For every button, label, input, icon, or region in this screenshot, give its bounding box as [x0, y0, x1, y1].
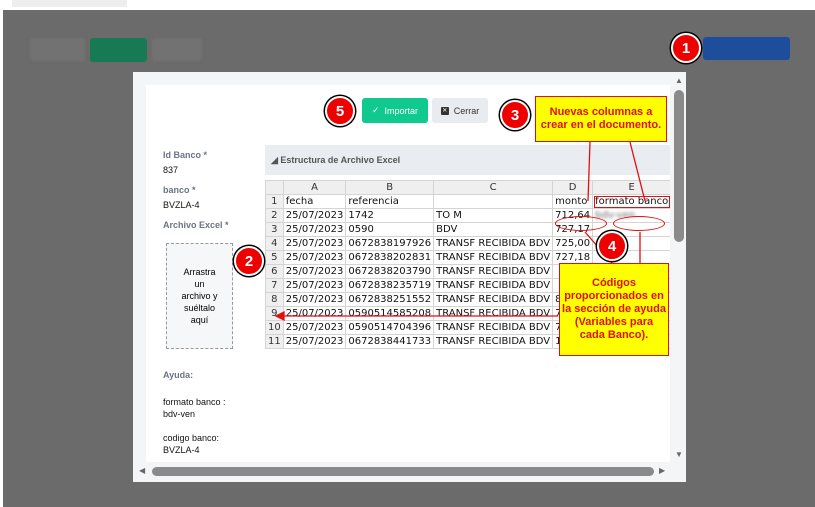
- check-icon: ✓: [371, 105, 380, 115]
- ayuda-label: Ayuda:: [163, 370, 194, 380]
- banco-label: banco *: [163, 185, 196, 195]
- import-label: Importar: [384, 105, 419, 116]
- corner-cell: [265, 180, 284, 195]
- column-header-row: ABCDEF: [265, 180, 670, 195]
- section-header: ◢ Estructura de Archivo Excel: [265, 145, 670, 175]
- banco-value: BVZLA-4: [163, 200, 200, 210]
- row-number: 3: [265, 222, 284, 237]
- background-new-button: [90, 38, 147, 62]
- column-header: C: [433, 180, 554, 195]
- browser-tab[interactable]: [12, 0, 127, 7]
- step-badge-4: 4: [597, 231, 627, 261]
- import-button[interactable]: ✓ Importar: [362, 98, 428, 123]
- id-banco-label: Id Banco *: [163, 150, 208, 160]
- row-number: 7: [265, 278, 284, 293]
- step-badge-1: 1: [671, 33, 701, 63]
- archivo-label: Archivo Excel *: [163, 220, 229, 230]
- background-save-button: [152, 38, 202, 61]
- highlight-ellipse-formato: [555, 216, 607, 231]
- id-banco-value: 837: [163, 165, 179, 175]
- step-badge-5: 5: [325, 96, 355, 126]
- row-number: 11: [265, 334, 284, 349]
- close-icon: ✕: [440, 106, 449, 115]
- table-row: 4 25/07/2023 0672838197926 TRANSF RECIBIDA …: [265, 236, 670, 251]
- horizontal-scrollbar[interactable]: [152, 467, 654, 476]
- vertical-scrollbar[interactable]: [674, 90, 684, 242]
- column-header: B: [345, 180, 435, 195]
- step-badge-3: 3: [500, 100, 530, 130]
- table-cell: TRANSF RECIBIDA BDV: [433, 334, 554, 349]
- ayuda-codigo: codigo banco: BVZLA-4: [163, 433, 220, 455]
- highlight-ellipse-codigo: [613, 216, 665, 231]
- close-label: Cerrar: [453, 105, 480, 116]
- row-number: 5: [265, 250, 284, 265]
- ayuda-formato: formato banco : bdv-ven: [163, 397, 226, 419]
- scroll-up-arrow[interactable]: ▲: [675, 76, 683, 85]
- row-number: 2: [265, 208, 284, 223]
- top-bar: [0, 0, 815, 10]
- scroll-down-arrow[interactable]: ▼: [675, 450, 683, 459]
- dropzone-text: Arrastra un archivo y suéltalo aquí: [181, 267, 218, 325]
- section-title: Estructura de Archivo Excel: [280, 155, 401, 165]
- column-header: E: [592, 180, 670, 195]
- caret-icon: ◢: [271, 155, 281, 165]
- callout-new-columns: Nuevas columnas a crear en el documento.: [535, 96, 667, 142]
- background-back-button: [30, 38, 85, 61]
- blurred-code: bdv-ven: [595, 210, 636, 221]
- step-badge-2: 2: [234, 246, 264, 276]
- close-button[interactable]: ✕ Cerrar: [432, 98, 488, 123]
- callout-help-codes: Códigos proporcionados en la sección de …: [559, 263, 669, 356]
- scroll-left-arrow[interactable]: ◀: [139, 466, 146, 475]
- scroll-right-arrow[interactable]: ▶: [659, 466, 666, 475]
- file-dropzone[interactable]: Arrastra un archivo y suéltalo aquí: [166, 243, 233, 349]
- background-import-excel-button: [703, 37, 790, 60]
- row-number: 1: [265, 194, 284, 209]
